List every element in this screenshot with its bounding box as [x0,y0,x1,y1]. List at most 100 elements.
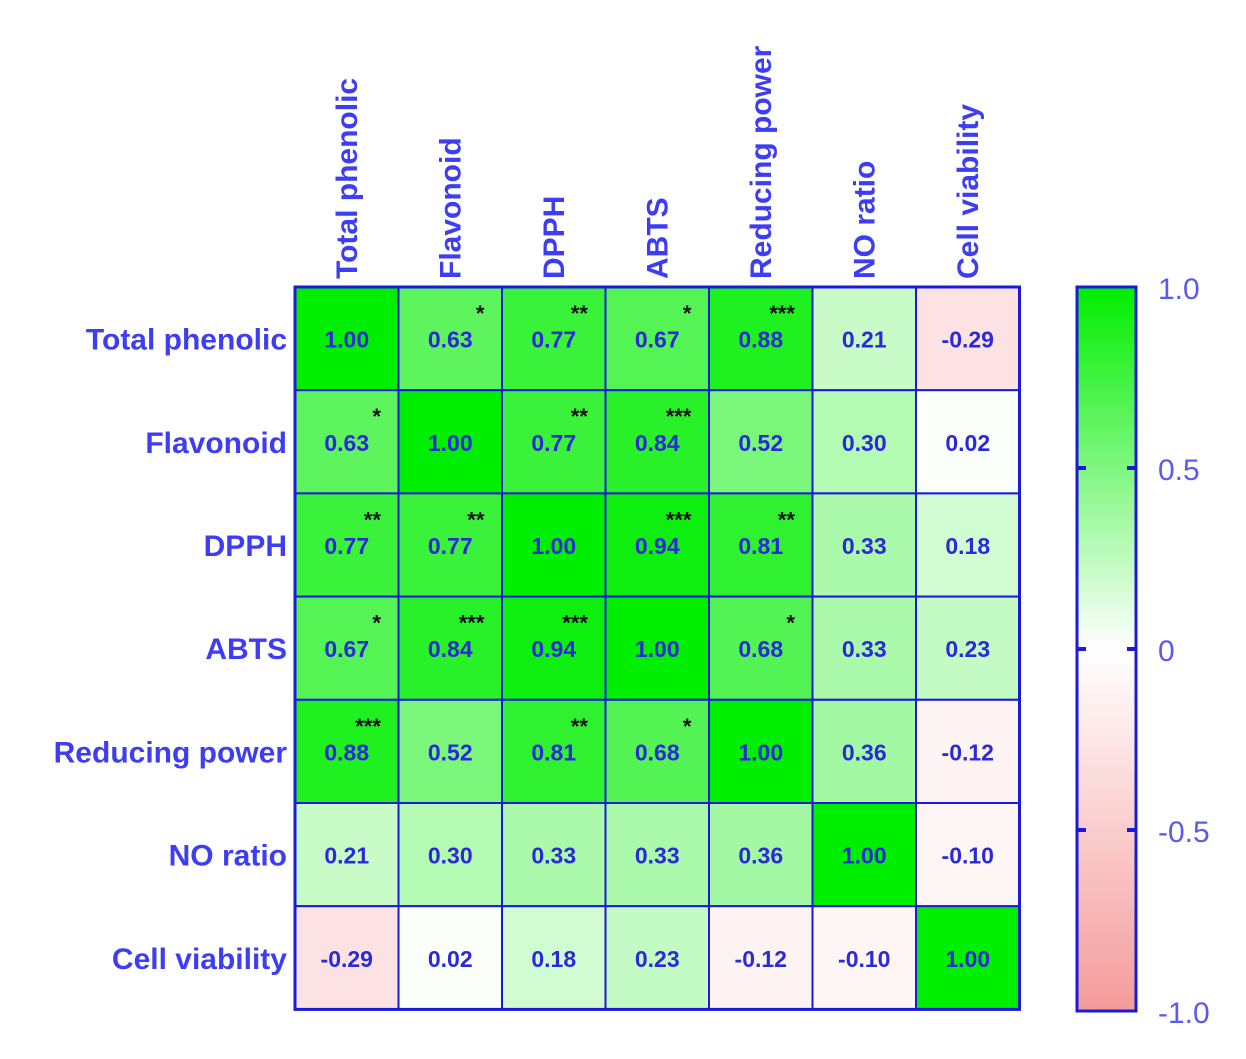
colorbar: 1.0 0.5 0 -0.5 -1.0 [1075,273,1210,1030]
cell-dpph-flavonoid [397,492,503,598]
cell-value: 0.30 [842,430,887,456]
significance-marker: * [372,404,381,429]
cell-reducing-power-total-phenolic [294,698,400,804]
cell-value: 0.77 [428,533,473,559]
column-labels: Total phenolic Flavonoid DPPH ABTS Reducing … [331,45,985,279]
significance-marker: ** [571,714,589,739]
row-labels: Total phenolic Flavonoid DPPH ABTS Reducing … [54,324,288,976]
cell-cell-viability-reducing-power [708,905,814,1011]
colorbar-gradient [1075,285,1138,1013]
significance-marker: * [372,611,381,636]
significance-marker: *** [666,507,692,532]
cell-value: 0.63 [324,430,369,456]
cell-value: -0.12 [735,946,787,972]
row-label-cell-viability: Cell viability [112,943,287,976]
cell-value: 1.00 [842,843,887,869]
column-label-reducing-power: Reducing power [745,45,778,279]
cell-value: -0.29 [942,327,994,353]
cell-flavonoid-dpph [501,389,607,495]
cell-reducing-power-dpph [501,698,607,804]
significance-marker: ** [571,301,589,326]
cell-value: 0.84 [635,430,680,456]
cell-value: 0.68 [635,739,680,765]
row-label-no-ratio: NO ratio [169,840,287,873]
cell-dpph-abts [604,492,710,598]
cell-value: 0.02 [945,430,990,456]
cell-dpph-no-ratio [811,492,917,598]
cell-flavonoid-cell-viability [915,389,1021,495]
cell-value: 0.21 [324,843,369,869]
column-label-flavonoid: Flavonoid [434,137,467,279]
cell-value: 0.77 [531,327,576,353]
cell-value: -0.10 [942,843,994,869]
cell-value: 0.02 [428,946,473,972]
row-label-reducing-power: Reducing power [54,736,288,769]
cell-dpph-dpph [501,492,607,598]
colorbar-tick-label: -1.0 [1158,997,1210,1030]
colorbar-tick-label: -0.5 [1158,816,1210,849]
cell-no-ratio-reducing-power [708,802,814,908]
row-label-total-phenolic: Total phenolic [86,324,287,357]
cell-abts-no-ratio [811,595,917,701]
significance-marker: * [786,611,795,636]
cell-value: 0.33 [842,533,887,559]
cell-value: 0.33 [635,843,680,869]
cell-value: 0.77 [531,430,576,456]
cell-value: 0.36 [738,843,783,869]
cell-value: 0.36 [842,739,887,765]
cell-value: 0.67 [324,636,369,662]
cell-value: 1.00 [531,533,576,559]
heatmap-cells [293,285,1021,1011]
cell-value: 0.88 [738,327,783,353]
cell-value: 0.23 [945,636,990,662]
cell-value: 0.68 [738,636,783,662]
heatmap-value-labels: 1.00 0.63*0.77**0.67*0.88***0.21 -0.290.63… [321,301,994,972]
cell-no-ratio-cell-viability [915,802,1021,908]
cell-value: 0.21 [842,327,887,353]
cell-value: 0.52 [428,739,473,765]
colorbar-tick-label: 1.0 [1158,273,1200,306]
cell-value: 0.18 [945,533,990,559]
cell-total-phenolic-flavonoid [397,286,503,392]
cell-value: 0.77 [324,533,369,559]
cell-cell-viability-abts [604,905,710,1011]
row-label-flavonoid: Flavonoid [145,427,287,460]
cell-no-ratio-abts [604,802,710,908]
cell-dpph-reducing-power [708,492,814,598]
cell-no-ratio-total-phenolic [294,802,400,908]
cell-value: 0.84 [428,636,473,662]
significance-marker: * [476,301,485,326]
significance-marker: * [683,301,692,326]
cell-abts-flavonoid [397,595,503,701]
cell-value: 0.63 [428,327,473,353]
colorbar-tick-label: 0.5 [1158,454,1200,487]
significance-marker: * [683,714,692,739]
significance-marker: *** [666,404,692,429]
cell-cell-viability-dpph [501,905,607,1011]
column-label-dpph: DPPH [538,196,571,279]
column-label-no-ratio: NO ratio [848,161,881,279]
significance-marker: *** [769,301,795,326]
cell-value: -0.29 [321,946,373,972]
significance-marker: *** [355,714,381,739]
cell-value: 0.52 [738,430,783,456]
cell-value: 0.88 [324,739,369,765]
significance-marker: ** [778,507,796,532]
cell-value: 1.00 [428,430,473,456]
cell-total-phenolic-no-ratio [811,286,917,392]
cell-value: -0.10 [838,946,890,972]
cell-value: 1.00 [324,327,369,353]
cell-no-ratio-flavonoid [397,802,503,908]
cell-abts-cell-viability [915,595,1021,701]
cell-cell-viability-total-phenolic [294,905,400,1011]
row-label-abts: ABTS [205,633,287,666]
cell-value: 1.00 [738,739,783,765]
significance-marker: *** [459,611,485,636]
cell-value: 0.81 [531,739,576,765]
cell-value: 0.18 [531,946,576,972]
significance-marker: ** [364,507,382,532]
significance-marker: ** [571,404,589,429]
cell-value: 1.00 [635,636,680,662]
cell-total-phenolic-total-phenolic [294,286,400,392]
